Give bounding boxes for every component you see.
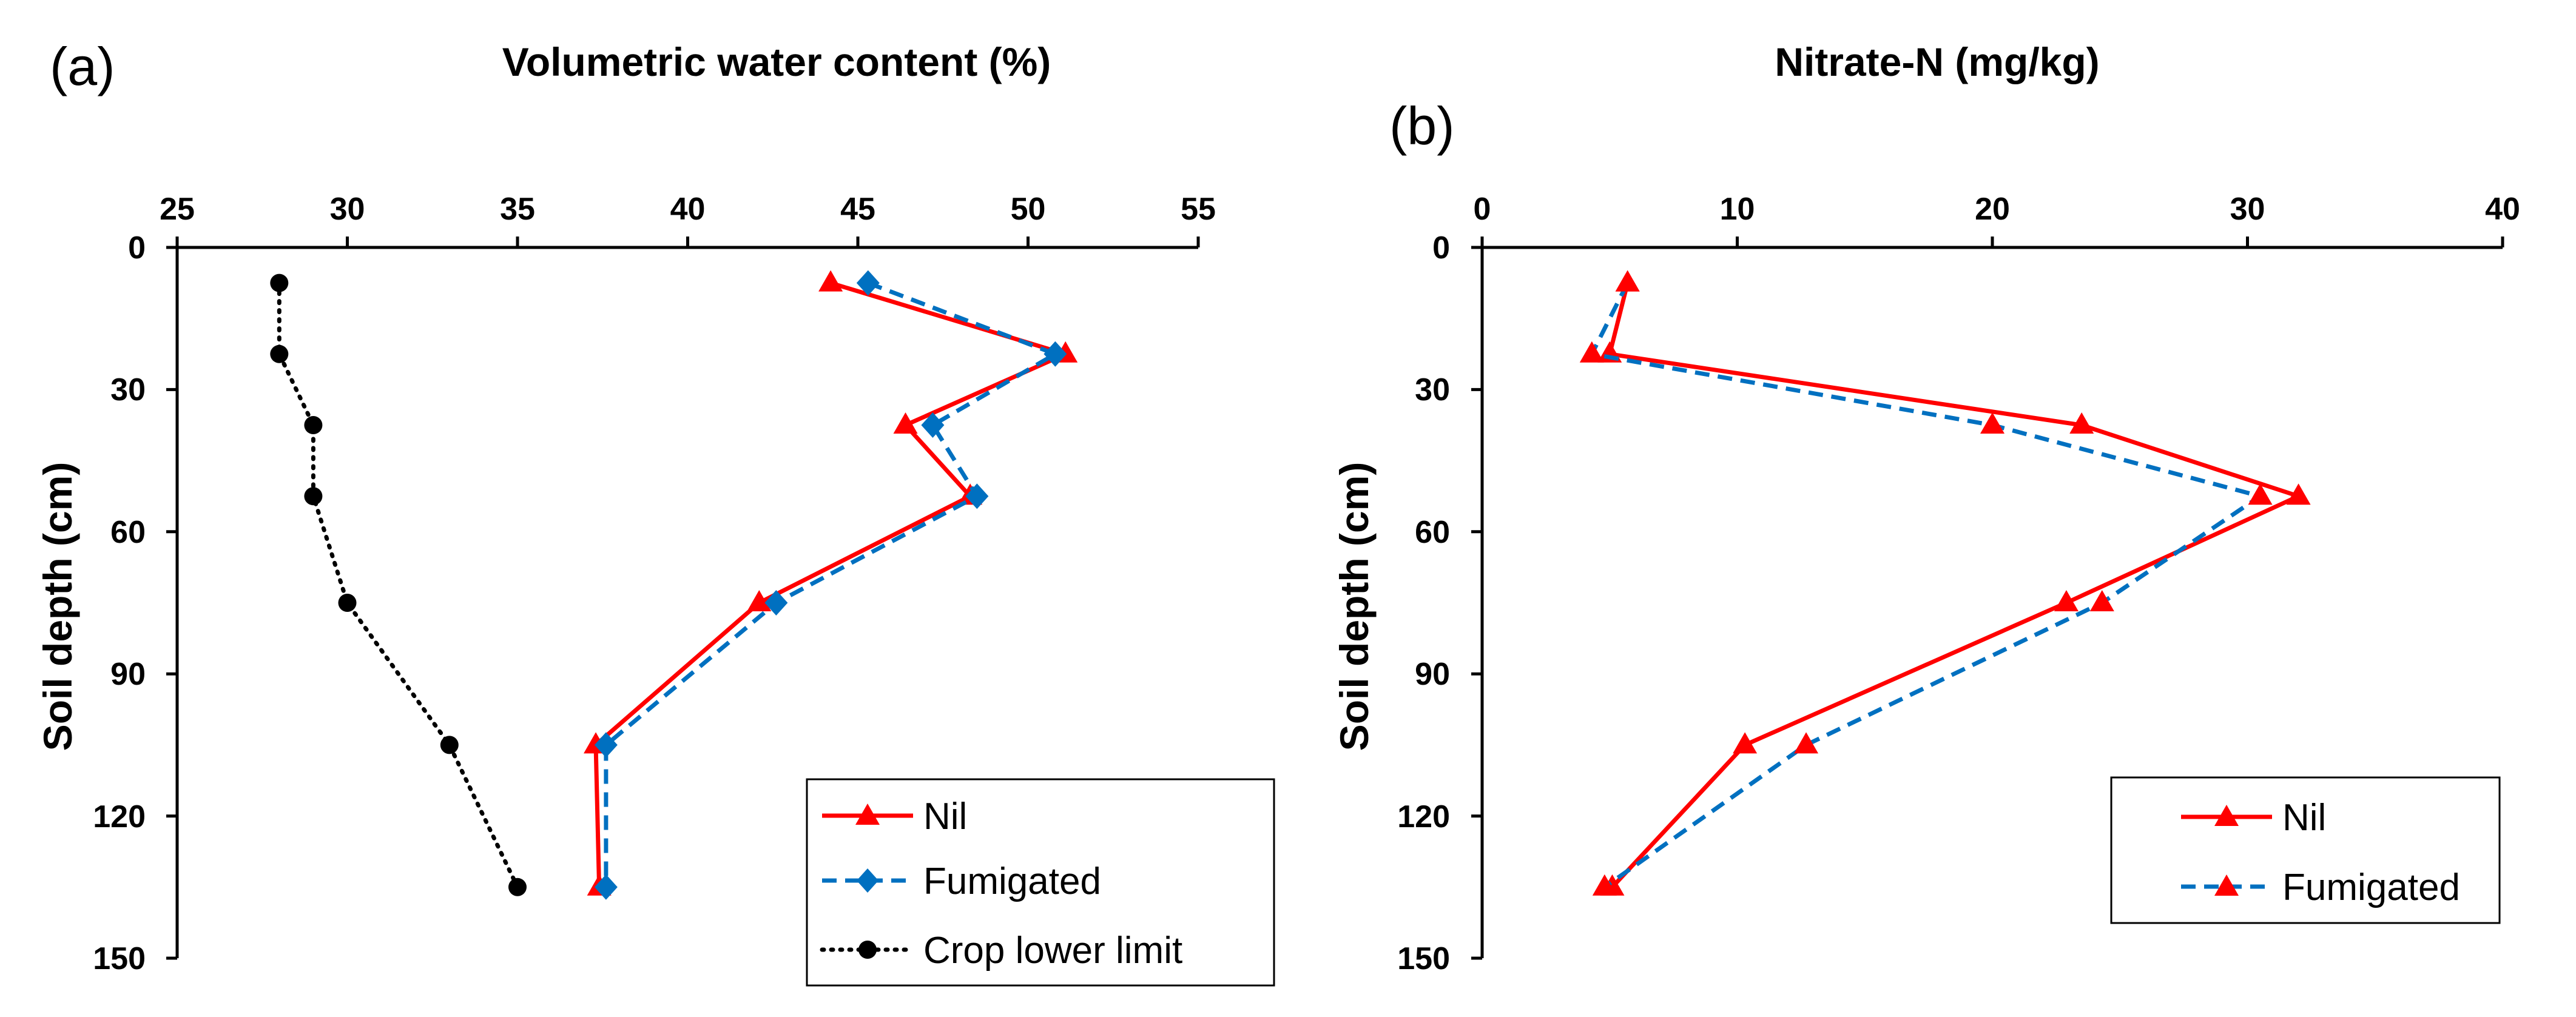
panel-a-x-ticks: 25 30 35 40 45 50 55 [160,192,1216,247]
panel-a-data-point-crop-lower-limit [440,736,459,754]
panel-a-data-point-crop-lower-limit [304,487,323,506]
panel-b-label: (b) [1389,96,1455,156]
panel-b-legend: Nil Fumigated [2110,776,2501,924]
legend-item-nil: Nil [2181,797,2326,839]
legend-item-fumigated: Fumigated [2181,867,2460,908]
panel-b-data-point-fumigated [1980,412,2004,434]
legend-triangle-marker [855,804,880,825]
legend-item-fumigated: Fumigated [822,861,1101,902]
panel-a-series-fumigated [594,270,1067,900]
panel-a-data-point-fumigated [965,483,989,509]
panel-a-y-tick-label: 60 [110,515,146,550]
panel-a-x-tick-label: 40 [670,192,706,227]
panel-a-data-point-crop-lower-limit [270,344,289,363]
panel-a-x-tick-label: 35 [500,192,535,227]
panel-b-y-axis-title: Soil depth (cm) [1332,462,1377,751]
panel-a-plot-area [270,270,1078,900]
panel-a-y-ticks: 0 30 60 90 120 150 [93,230,177,976]
panel-a-series-line-crop-lower-limit [277,281,520,890]
legend-circle-marker [858,941,877,959]
panel-b-y-tick-label: 150 [1397,941,1450,976]
panel-b-legend-box [2110,776,2501,924]
panel-b-data-point-fumigated [1592,874,1617,896]
panel-b-data-point-fumigated [1615,270,1640,292]
panel-b-x-tick-label: 30 [2230,192,2265,227]
panel-a-data-point-fumigated [1044,341,1067,367]
panel-a-data-point-crop-lower-limit [270,274,289,292]
panel-a-legend: Nil Fumigated Crop lower limit [806,778,1275,987]
panel-b-data-point-fumigated [2248,483,2273,505]
panel-a-y-tick-label: 90 [110,657,146,692]
panel-a-x-tick-label: 25 [160,192,195,227]
panel-b: (b) Nitrate-N (mg/kg) Soil depth (cm) 0 … [1332,39,2520,976]
legend-label-crop-lower-limit: Crop lower limit [923,930,1182,972]
panel-a-y-tick-label: 150 [93,941,146,976]
panel-a: (a) Volumetric water content (%) Soil de… [35,36,1275,987]
panel-b-x-tick-label: 10 [1720,192,1755,227]
legend-triangle-marker [2214,805,2239,826]
panel-b-y-tick-label: 60 [1415,515,1450,550]
panel-a-x-tick-label: 50 [1011,192,1046,227]
panel-a-label: (a) [50,36,115,96]
legend-item-nil: Nil [822,796,967,837]
panel-a-y-tick-label: 0 [128,230,146,266]
panel-a-data-point-nil [818,270,843,292]
panel-b-series-fumigated [1579,270,2273,896]
panel-a-data-point-fumigated [764,590,788,616]
panel-b-x-axis-title: Nitrate-N (mg/kg) [1775,39,2099,84]
legend-triangle-marker [2214,874,2239,896]
panel-a-x-tick-label: 45 [840,192,875,227]
panel-b-y-tick-label: 30 [1415,372,1450,408]
panel-b-y-ticks: 0 30 60 90 120 150 [1397,230,1482,976]
panel-b-data-point-fumigated [2089,590,2114,611]
panel-b-data-point-nil [2054,590,2079,611]
panel-b-y-tick-label: 90 [1415,657,1450,692]
legend-label-nil: Nil [2282,797,2326,839]
panel-a-x-tick-label: 30 [330,192,365,227]
panel-b-x-tick-label: 40 [2485,192,2520,227]
panel-a-series-crop-lower-limit [270,274,527,896]
panel-a-data-point-nil [747,590,772,611]
panel-b-plot-area [1579,270,2311,896]
panel-a-data-point-fumigated [594,732,618,758]
panel-a-data-point-fumigated [594,874,618,900]
panel-a-x-tick-label: 55 [1181,192,1216,227]
panel-b-data-point-nil [1733,732,1758,754]
panel-b-x-ticks: 0 10 20 30 40 [1474,192,2520,247]
panel-a-x-axis-title: Volumetric water content (%) [502,39,1051,84]
panel-b-data-point-fumigated [1579,341,1604,363]
legend-label-fumigated: Fumigated [923,861,1101,902]
panel-a-data-point-crop-lower-limit [508,878,527,896]
panel-b-x-tick-label: 0 [1474,192,1491,227]
panel-a-y-axis-title: Soil depth (cm) [35,462,80,751]
legend-diamond-marker [857,868,878,893]
panel-a-data-point-crop-lower-limit [338,594,357,612]
panel-a-data-point-nil [893,412,918,434]
legend-label-nil: Nil [923,796,967,837]
panel-a-data-point-fumigated [921,412,945,438]
panel-b-data-point-nil [2286,483,2311,505]
panel-b-y-tick-label: 120 [1397,799,1450,834]
panel-a-y-tick-label: 30 [110,372,146,408]
panel-a-y-tick-label: 120 [93,799,146,834]
legend-item-crop-lower-limit: Crop lower limit [820,930,1182,972]
panel-a-data-point-fumigated [856,270,880,296]
panel-a-data-point-crop-lower-limit [304,416,323,434]
panel-b-y-tick-label: 0 [1432,230,1450,266]
panel-b-data-point-fumigated [1794,732,1819,754]
legend-label-fumigated: Fumigated [2282,867,2460,908]
panel-b-data-point-nil [2069,412,2094,434]
panel-b-x-tick-label: 20 [1975,192,2010,227]
